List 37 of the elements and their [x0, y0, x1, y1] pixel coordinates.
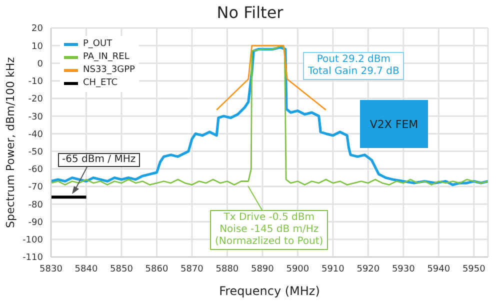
legend-label: PA_IN_REL: [83, 51, 130, 64]
x-tick-label: 5850: [110, 264, 134, 274]
legend-label: P_OUT: [83, 38, 112, 51]
y-tick-label: -110: [22, 253, 44, 264]
y-tick-label: -80: [28, 200, 44, 210]
annotation: Pout 29.2 dBm Total Gain 29.7 dB: [303, 52, 404, 80]
legend-label: NS33_3GPP: [83, 64, 135, 77]
y-tick-label: -50: [28, 148, 44, 158]
x-axis-title: Frequency (MHz): [219, 284, 320, 298]
x-tick-label: 5840: [74, 264, 98, 274]
x-tick-label: 5880: [216, 264, 239, 274]
x-tick-label: 5920: [356, 264, 380, 274]
x-tick-label: 5900: [286, 264, 310, 274]
y-tick-label: -10: [28, 77, 44, 88]
x-tick-label: 5830: [40, 264, 63, 274]
x-tick-label: 5890: [251, 264, 274, 274]
x-tick-label: 5950: [462, 264, 486, 274]
y-tick-label: -100: [22, 236, 44, 246]
legend-label: CH_ETC: [83, 77, 118, 90]
x-tick-label: 5860: [145, 264, 168, 274]
x-tick-label: 5910: [321, 264, 345, 274]
chart-title: No Filter: [216, 3, 284, 22]
y-tick-label: -60: [28, 165, 44, 176]
x-tick-label: 5870: [180, 264, 204, 274]
y-tick-label: -30: [28, 112, 44, 122]
y-tick-label: -20: [28, 94, 44, 105]
y-tick-label: -70: [28, 182, 44, 193]
annotation: Tx Drive -0.5 dBm Noise -145 dB m/Hz (Normazlized to Pout): [210, 210, 328, 250]
y-tick-label: -90: [28, 218, 44, 228]
y-axis-title: Spectrum Power, dBm/100 kHz: [4, 56, 17, 228]
y-tick-label: -40: [28, 130, 44, 140]
y-tick-label: 20: [32, 24, 44, 34]
y-tick-label: 0: [37, 59, 44, 70]
annotation: -65 dBm / MHz: [58, 153, 140, 167]
y-tick-label: 10: [32, 42, 44, 52]
x-tick-label: 5940: [427, 264, 450, 274]
x-tick-label: 5930: [392, 264, 416, 274]
